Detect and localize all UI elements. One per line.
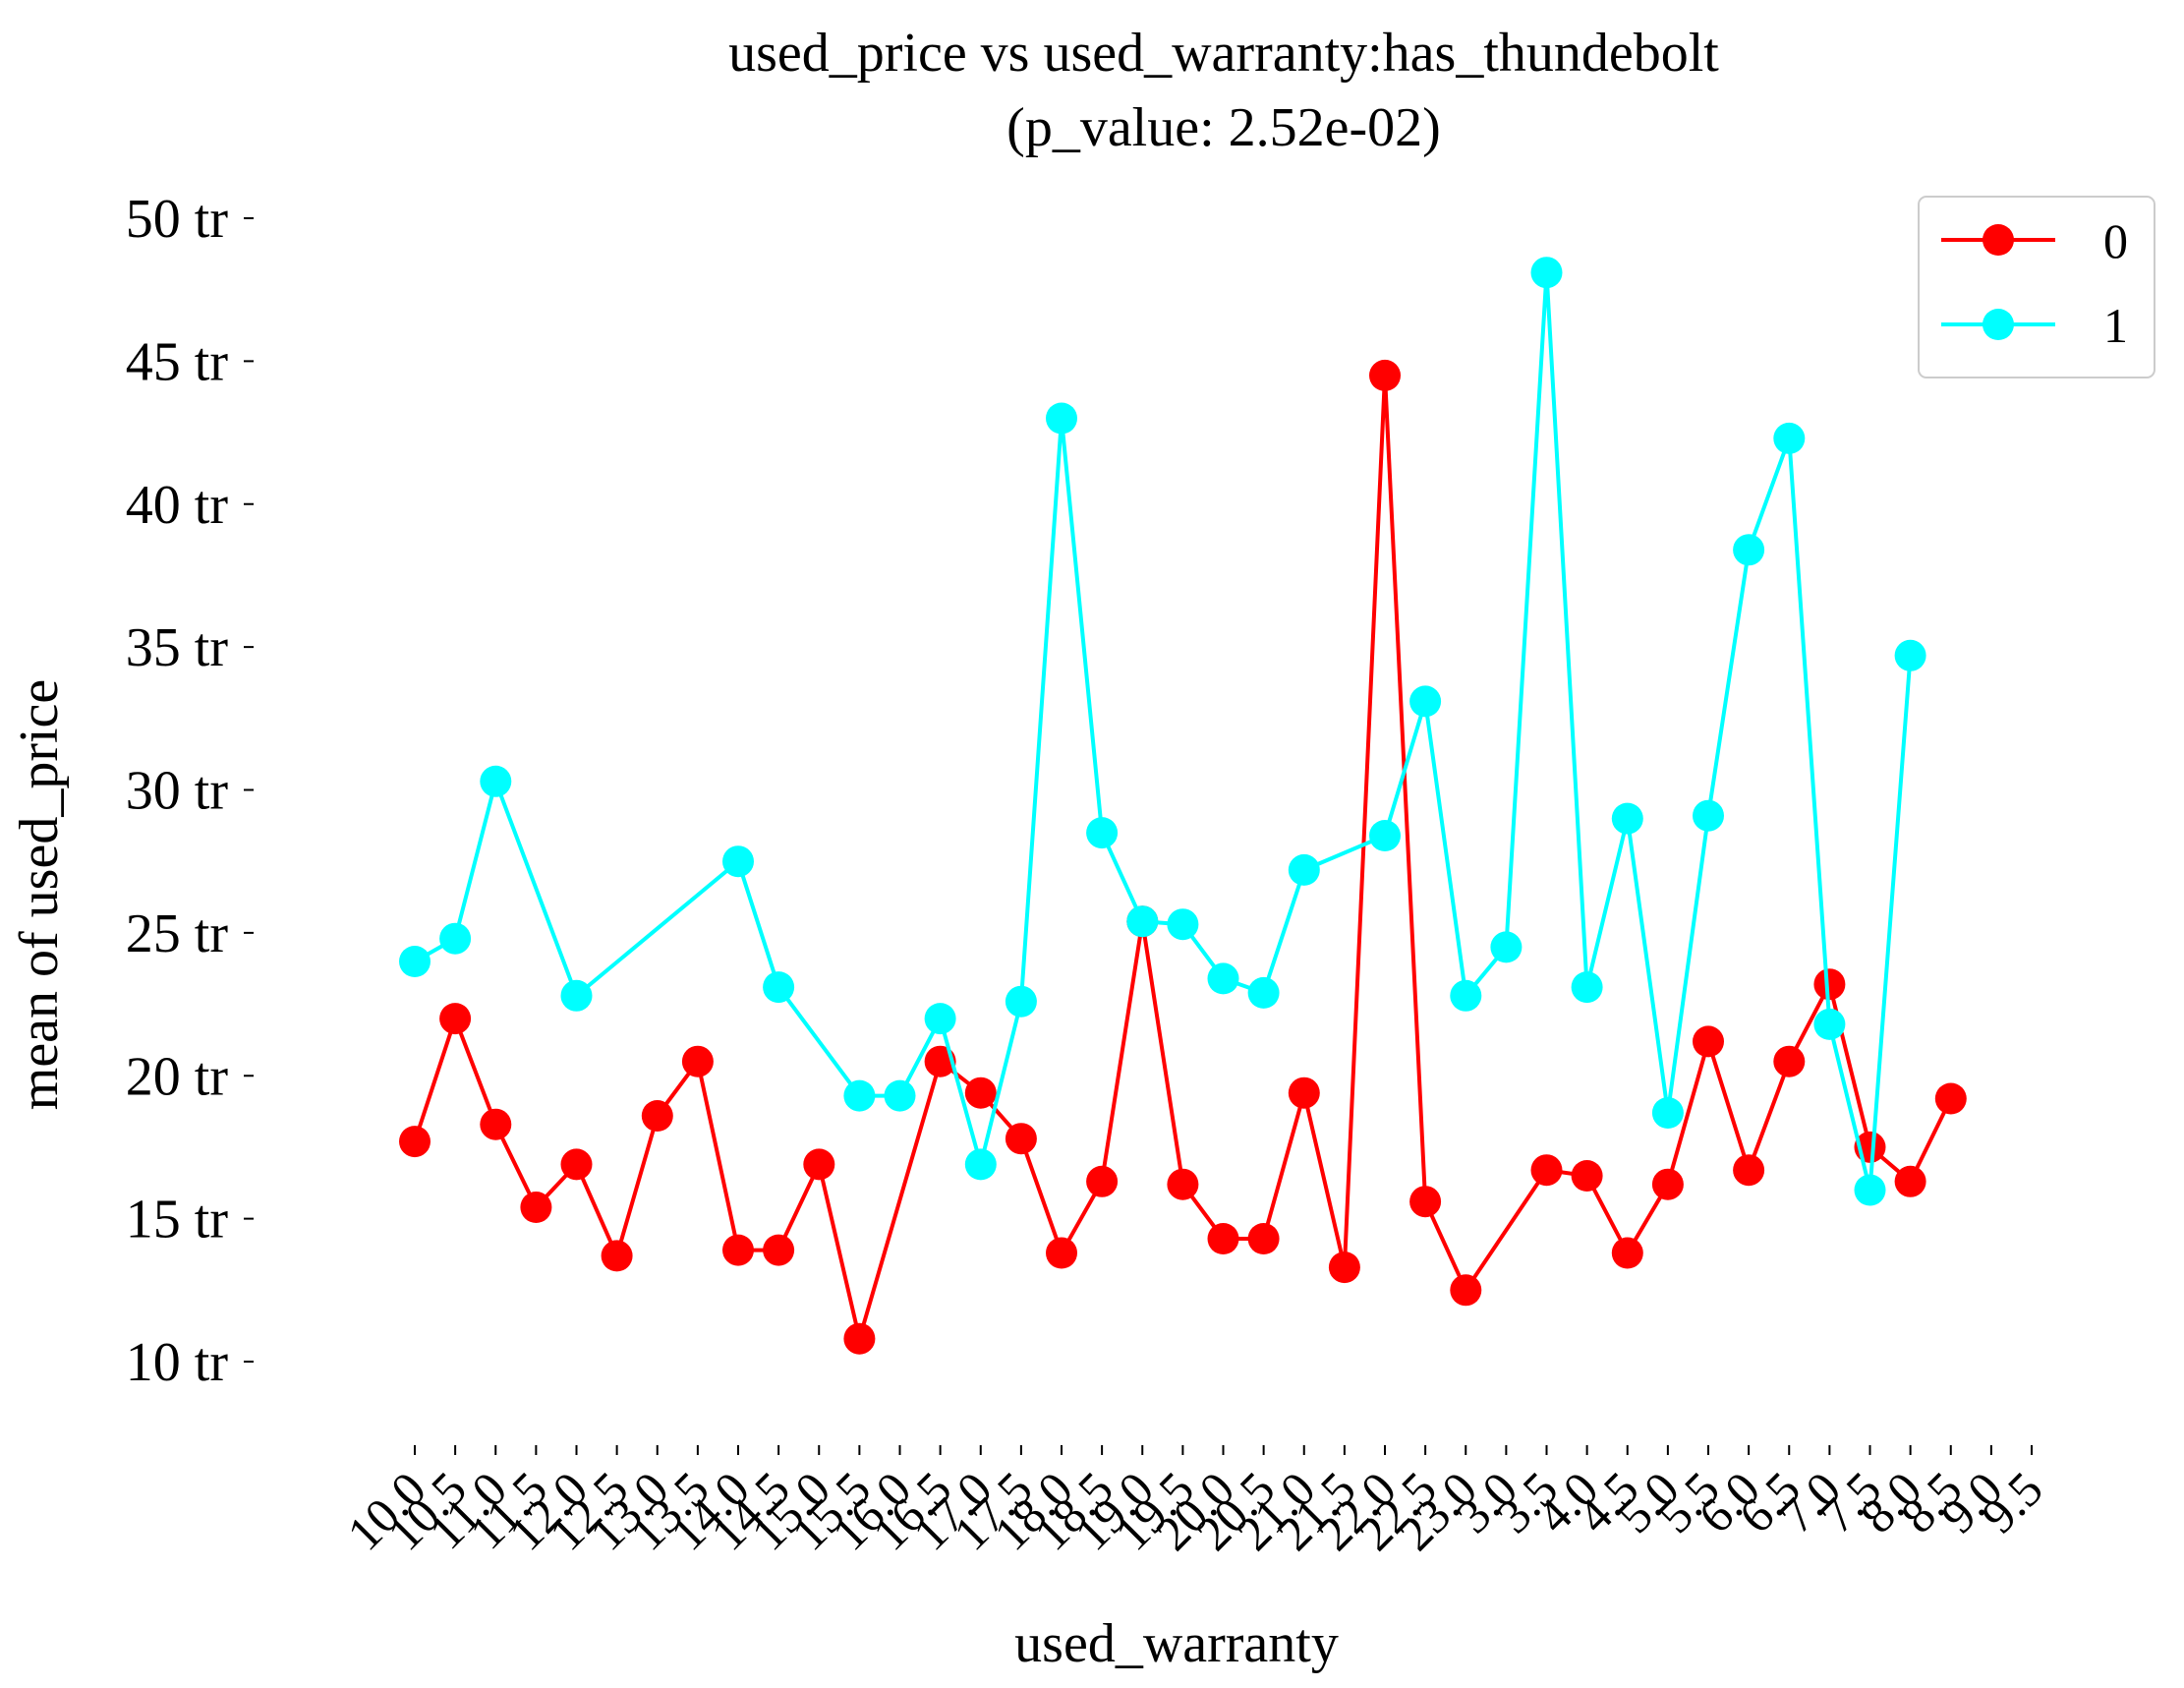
data-point-0 bbox=[439, 1003, 472, 1035]
y-tick-label: 50 tr bbox=[126, 189, 229, 250]
data-point-1 bbox=[1247, 976, 1280, 1009]
data-point-0 bbox=[1894, 1165, 1926, 1197]
data-point-0 bbox=[601, 1240, 633, 1272]
series-line-1 bbox=[414, 270, 1913, 1193]
data-point-1 bbox=[763, 971, 795, 1004]
data-point-0 bbox=[1086, 1165, 1119, 1197]
legend-swatch-marker-1 bbox=[1983, 309, 2014, 340]
data-point-0 bbox=[520, 1192, 552, 1223]
y-axis-ticks: 10 tr 15 tr 20 tr 25 tr 30 tr 35 tr 40 tr 45 tr… bbox=[126, 189, 254, 1393]
data-point-0 bbox=[1934, 1082, 1967, 1115]
data-point-1 bbox=[1005, 985, 1037, 1018]
data-point-0 bbox=[1611, 1237, 1643, 1269]
data-point-1 bbox=[1530, 257, 1563, 289]
data-point-1 bbox=[1450, 979, 1482, 1012]
data-point-0 bbox=[1207, 1223, 1239, 1254]
data-point-0 bbox=[560, 1148, 593, 1181]
data-point-0 bbox=[843, 1322, 876, 1355]
data-point-1 bbox=[560, 979, 593, 1012]
data-point-1 bbox=[1126, 905, 1159, 938]
y-tick-label: 40 tr bbox=[126, 475, 229, 536]
data-point-0 bbox=[1530, 1154, 1563, 1187]
legend: 0 1 bbox=[1918, 196, 2155, 378]
data-point-1 bbox=[1490, 931, 1523, 963]
data-point-1 bbox=[1046, 402, 1077, 435]
data-point-1 bbox=[722, 845, 754, 878]
data-point-0 bbox=[1046, 1237, 1077, 1269]
series-1 bbox=[399, 257, 1926, 1206]
y-tick-label: 15 tr bbox=[126, 1190, 229, 1251]
data-point-0 bbox=[763, 1234, 795, 1266]
data-point-0 bbox=[1773, 1045, 1806, 1077]
data-point-0 bbox=[1167, 1168, 1199, 1200]
data-point-0 bbox=[1328, 1251, 1360, 1284]
data-point-1 bbox=[1894, 639, 1926, 671]
data-point-1 bbox=[1369, 820, 1401, 851]
data-point-0 bbox=[681, 1045, 714, 1077]
legend-label-0: 0 bbox=[2103, 213, 2128, 268]
data-point-1 bbox=[1773, 422, 1806, 454]
series-layer bbox=[399, 257, 1967, 1355]
data-point-0 bbox=[1450, 1274, 1482, 1307]
data-point-1 bbox=[884, 1079, 916, 1112]
y-tick-label: 45 tr bbox=[126, 331, 229, 392]
data-point-0 bbox=[1409, 1186, 1442, 1218]
data-point-1 bbox=[924, 1003, 956, 1035]
data-point-1 bbox=[1207, 962, 1239, 995]
chart-title-line2: (p_value: 2.52e-02) bbox=[1006, 97, 1441, 158]
data-point-0 bbox=[1005, 1123, 1037, 1155]
legend-swatch-marker-0 bbox=[1983, 224, 2014, 256]
legend-label-1: 1 bbox=[2103, 298, 2128, 353]
data-point-1 bbox=[1611, 802, 1643, 835]
data-point-0 bbox=[964, 1077, 997, 1109]
y-tick-label: 25 tr bbox=[126, 903, 229, 964]
x-axis-ticks: 10.010.511.011.512.012.513.013.514.014.5… bbox=[336, 1445, 2053, 1561]
y-tick-label: 35 tr bbox=[126, 617, 229, 678]
data-point-0 bbox=[480, 1108, 512, 1140]
data-point-1 bbox=[439, 922, 472, 955]
y-axis-label: mean of used_price bbox=[9, 679, 70, 1110]
data-point-0 bbox=[722, 1234, 754, 1266]
series-0 bbox=[399, 359, 1967, 1355]
data-point-0 bbox=[1247, 1223, 1280, 1254]
data-point-1 bbox=[1854, 1174, 1886, 1206]
data-point-1 bbox=[964, 1148, 997, 1181]
data-point-1 bbox=[1167, 908, 1199, 941]
data-point-0 bbox=[1571, 1160, 1603, 1192]
data-point-0 bbox=[1288, 1077, 1320, 1109]
data-point-1 bbox=[399, 946, 431, 977]
data-point-0 bbox=[1733, 1154, 1765, 1187]
data-point-1 bbox=[1733, 534, 1765, 566]
data-point-0 bbox=[399, 1126, 431, 1158]
y-tick-label: 20 tr bbox=[126, 1046, 229, 1107]
data-point-1 bbox=[1813, 1008, 1846, 1040]
data-point-0 bbox=[641, 1100, 673, 1132]
y-tick-label: 30 tr bbox=[126, 761, 229, 822]
data-point-1 bbox=[1288, 853, 1320, 886]
data-point-0 bbox=[1813, 968, 1846, 1001]
x-axis-label: used_warranty bbox=[1014, 1613, 1339, 1674]
data-point-1 bbox=[1651, 1097, 1684, 1129]
data-point-1 bbox=[1409, 685, 1442, 718]
data-point-0 bbox=[1369, 359, 1401, 391]
data-point-0 bbox=[1651, 1168, 1684, 1200]
y-tick-label: 10 tr bbox=[126, 1332, 229, 1393]
data-point-1 bbox=[1571, 971, 1603, 1004]
data-point-1 bbox=[843, 1079, 876, 1112]
data-point-1 bbox=[1693, 799, 1724, 832]
data-point-1 bbox=[480, 765, 512, 797]
chart-title-line1: used_price vs used_warranty:has_thundebo… bbox=[728, 23, 1719, 84]
data-point-0 bbox=[803, 1148, 835, 1181]
data-point-1 bbox=[1086, 817, 1119, 849]
data-point-0 bbox=[1693, 1025, 1724, 1058]
